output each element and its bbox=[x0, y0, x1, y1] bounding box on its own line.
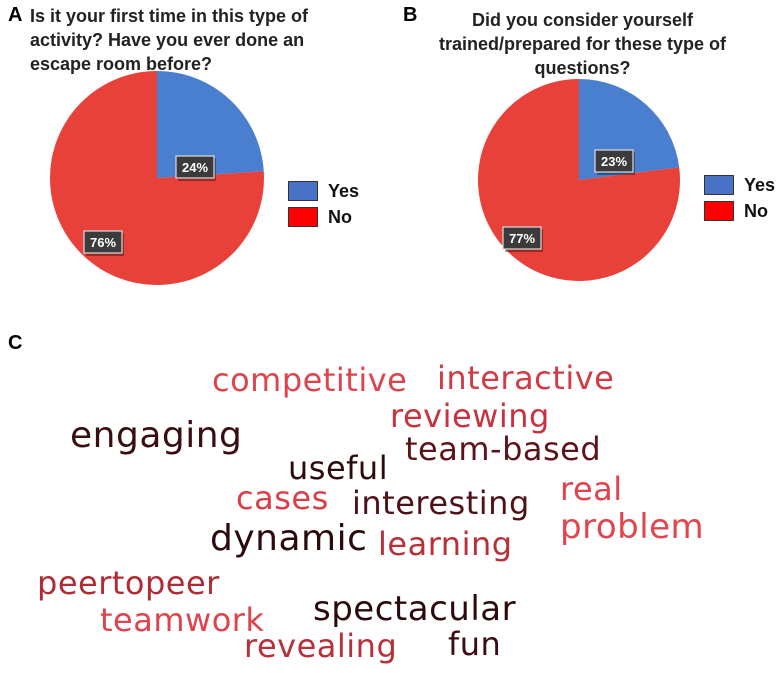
word-cloud-word: interactive bbox=[437, 359, 615, 397]
word-cloud-word: spectacular bbox=[313, 589, 517, 629]
word-cloud-word: team-based bbox=[405, 430, 602, 468]
svg-text:24%: 24% bbox=[182, 160, 208, 175]
legend-swatch-yes bbox=[704, 175, 734, 195]
pie-data-label-yes: 24% bbox=[175, 155, 216, 181]
panel-label-b: B bbox=[403, 4, 418, 26]
legend-swatch-no bbox=[288, 207, 318, 227]
legend-item-yes: Yes bbox=[704, 172, 775, 198]
svg-text:77%: 77% bbox=[509, 231, 535, 246]
word-cloud-word: fun bbox=[448, 625, 502, 663]
pie-data-label-no: 77% bbox=[502, 226, 543, 252]
word-cloud-word: competitive bbox=[212, 361, 408, 399]
legend-b: Yes No bbox=[704, 172, 775, 224]
legend-swatch-no bbox=[704, 201, 734, 221]
word-cloud-word: dynamic bbox=[210, 518, 368, 559]
word-cloud-word: cases bbox=[236, 479, 329, 517]
pie-chart-a: 24% 76% bbox=[49, 71, 264, 285]
word-cloud-word: problem bbox=[560, 507, 705, 547]
word-cloud-word: useful bbox=[288, 449, 389, 487]
pie-slice-yes bbox=[157, 71, 264, 178]
legend-item-no: No bbox=[704, 198, 775, 224]
word-cloud-word: engaging bbox=[70, 415, 243, 456]
legend-label-yes: Yes bbox=[744, 174, 776, 195]
legend-label-no: No bbox=[744, 200, 768, 221]
pie-data-label-yes: 23% bbox=[594, 149, 635, 175]
word-cloud-word: peertopeer bbox=[37, 564, 220, 602]
legend-label-no: No bbox=[328, 206, 352, 227]
word-cloud-word: interesting bbox=[352, 484, 530, 522]
pie-chart-b: 23% 77% bbox=[478, 79, 680, 281]
svg-text:23%: 23% bbox=[601, 154, 627, 169]
pie-data-label-no: 76% bbox=[83, 230, 124, 256]
word-cloud-word: learning bbox=[378, 525, 513, 563]
legend-label-yes: Yes bbox=[328, 180, 360, 201]
svg-text:76%: 76% bbox=[90, 235, 116, 250]
panel-label-c: C bbox=[8, 332, 23, 354]
legend-a: Yes No bbox=[288, 178, 359, 230]
legend-swatch-yes bbox=[288, 181, 318, 201]
legend-item-yes: Yes bbox=[288, 178, 359, 204]
word-cloud-word: revealing bbox=[244, 627, 398, 665]
panel-label-a: A bbox=[8, 4, 23, 26]
chart-title-b: Did you consider yourself trained/prepar… bbox=[438, 10, 727, 78]
word-cloud-word: teamwork bbox=[100, 601, 265, 639]
chart-title-a: Is it your first time in this type of ac… bbox=[30, 6, 309, 74]
word-cloud-word: real bbox=[560, 470, 623, 508]
legend-item-no: No bbox=[288, 204, 359, 230]
word-cloud-word: reviewing bbox=[390, 397, 550, 435]
